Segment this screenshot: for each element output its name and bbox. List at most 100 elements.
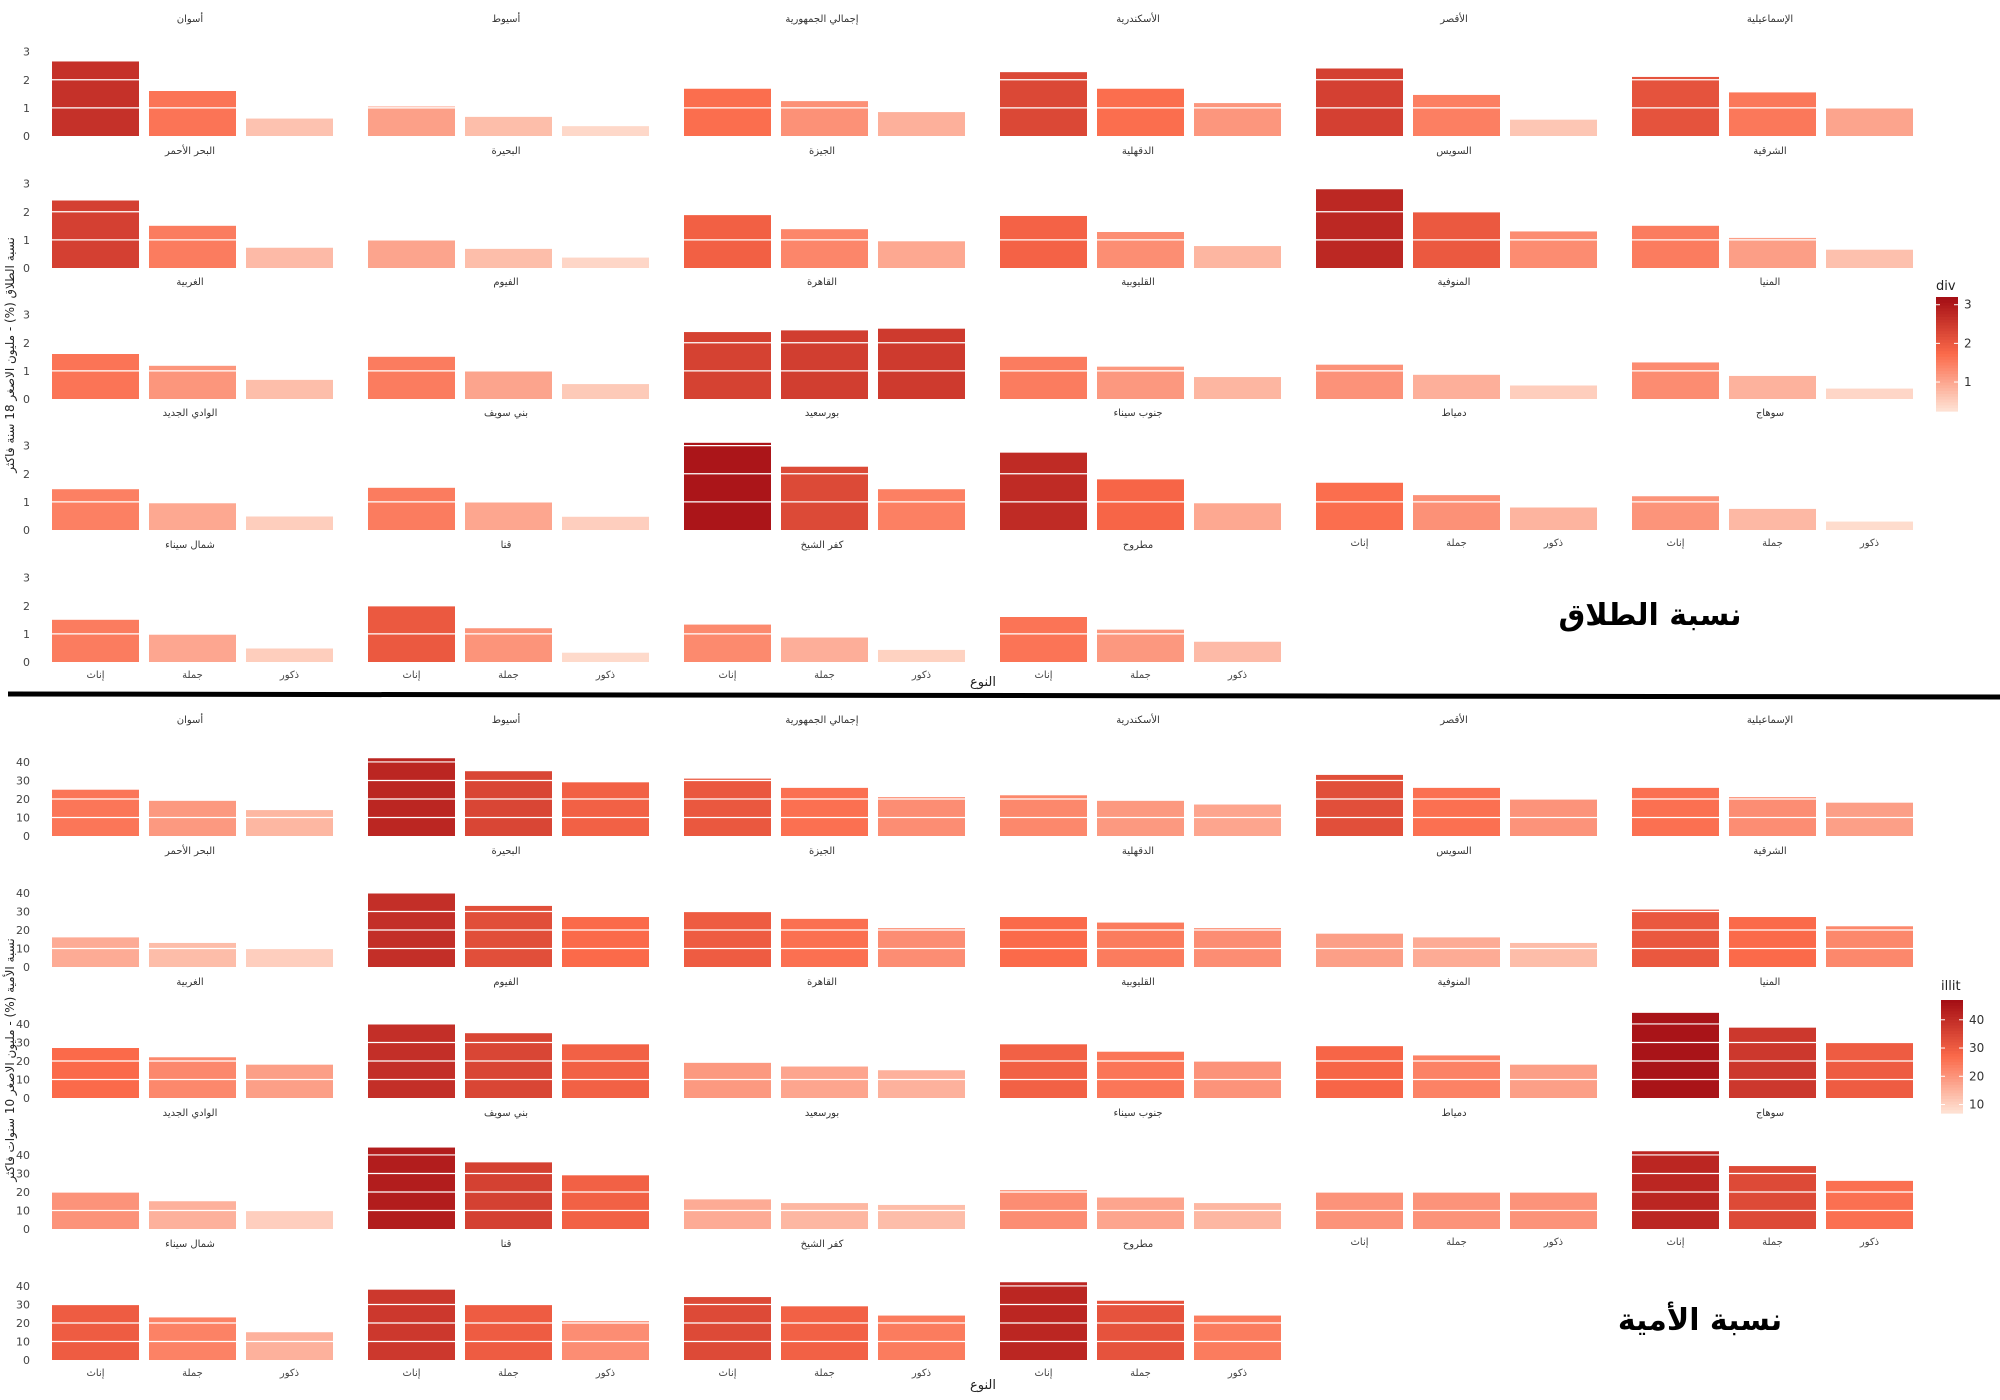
- facet-label: الغربية: [176, 277, 203, 288]
- y-tick-label: 3: [23, 572, 30, 585]
- y-tick-label: 0: [23, 1223, 30, 1236]
- facet-panel: البحر الأحمر 0 1 2 3: [23, 144, 340, 275]
- bar: [781, 1203, 868, 1229]
- legend-gradient-step: [1936, 362, 1958, 366]
- bar: [684, 1062, 771, 1098]
- y-tick-label: 40: [16, 1149, 30, 1162]
- bar: [1632, 225, 1719, 268]
- y-tick-label: 0: [23, 130, 30, 143]
- x-tick-label: جملة: [814, 1368, 835, 1379]
- section-divider: [7, 691, 2000, 700]
- facet-label: الدقهلية: [1122, 146, 1154, 157]
- x-tick-label: إناث: [86, 1368, 104, 1379]
- y-tick-label: 3: [23, 46, 30, 59]
- legend-gradient-step: [1936, 334, 1958, 338]
- facet-panel: السويس: [1304, 146, 1604, 268]
- facet-label: إجمالي الجمهورية: [785, 14, 858, 25]
- legend-gradient-step: [1941, 1028, 1963, 1032]
- legend-gradient-step: [1941, 1073, 1963, 1077]
- bar: [465, 771, 552, 836]
- y-tick-label: 20: [16, 1055, 30, 1068]
- y-tick-label: 0: [23, 1354, 30, 1367]
- bar: [1000, 1044, 1087, 1098]
- bar: [1000, 452, 1087, 530]
- bar: [465, 248, 552, 268]
- legend-gradient-step: [1936, 408, 1958, 412]
- legend-gradient-step: [1941, 1002, 1963, 1007]
- bar: [1000, 795, 1087, 836]
- legend-gradient-step: [1941, 1096, 1963, 1100]
- facet-label: شمال سيناء: [165, 1239, 215, 1250]
- facet-label: المنيا: [1760, 977, 1781, 988]
- bar: [1097, 800, 1184, 836]
- facet-panel: المنيا: [1620, 277, 1920, 399]
- bar: [1194, 1203, 1281, 1229]
- legend-gradient-step: [1936, 331, 1958, 335]
- bar: [562, 516, 649, 530]
- facet-label: الفيوم: [493, 977, 518, 988]
- facet-panel: جنوب سيناء: [988, 1108, 1288, 1229]
- legend-gradient-step: [1936, 316, 1958, 321]
- y-tick-label: 2: [23, 74, 30, 87]
- y-tick-label: 20: [16, 924, 30, 937]
- legend-gradient-step: [1941, 1056, 1963, 1060]
- bar: [1194, 804, 1281, 836]
- facet-label: مطروح: [1123, 1239, 1153, 1250]
- bar: [878, 1070, 965, 1098]
- legend-gradient-step: [1941, 1053, 1963, 1058]
- legend-gradient-step: [1941, 1005, 1963, 1010]
- facet-panel: بني سويف: [356, 1108, 656, 1229]
- bar: [1413, 374, 1500, 399]
- bar: [562, 1175, 649, 1229]
- bar: [684, 1199, 771, 1229]
- bar: [1826, 249, 1913, 268]
- bar: [684, 911, 771, 967]
- legend-gradient-step: [1936, 302, 1958, 307]
- bar: [1000, 617, 1087, 662]
- bar: [878, 928, 965, 967]
- facet-panel: الغربية 0 1 2 3: [23, 277, 340, 406]
- bar: [149, 942, 236, 967]
- facet-label: الغربية: [176, 977, 203, 988]
- x-axis-title: النوع: [970, 675, 996, 690]
- bar: [1413, 787, 1500, 836]
- bar: [781, 229, 868, 268]
- bar: [781, 918, 868, 967]
- bar: [1510, 507, 1597, 530]
- bar: [562, 1321, 649, 1360]
- legend-gradient-step: [1936, 319, 1958, 324]
- legend-gradient-step: [1936, 345, 1958, 349]
- legend-gradient-step: [1936, 371, 1958, 375]
- bar: [1826, 1042, 1913, 1098]
- legend-gradient-step: [1936, 356, 1958, 361]
- bar: [1413, 937, 1500, 967]
- illiteracy-rate-chart: أسوان 0 10 20 30 40 أسيوط إجمالي الجمهورية الأسك…: [2, 713, 1984, 1393]
- bar: [52, 200, 139, 268]
- bar: [878, 1315, 965, 1360]
- facet-panel: بني سويف: [356, 408, 656, 530]
- legend-gradient-step: [1941, 1079, 1963, 1083]
- legend-gradient-step: [1941, 1045, 1963, 1049]
- bar: [1632, 787, 1719, 836]
- bar: [684, 778, 771, 836]
- facet-panel: البحيرة: [356, 846, 656, 967]
- facet-panel: شمال سيناء 0 1 2 3 إناث جملة ذكور: [23, 540, 340, 681]
- y-axis-title: نسبة الطلاق (%) - مليون الاصغر 18 سنة فا…: [3, 237, 18, 474]
- bar: [1194, 503, 1281, 530]
- x-tick-label: جملة: [1762, 1237, 1783, 1248]
- bar: [1729, 1027, 1816, 1098]
- y-tick-label: 20: [16, 1317, 30, 1330]
- legend-gradient-step: [1941, 1059, 1963, 1063]
- facet-panel: البحر الأحمر 0 10 20 30 40: [16, 844, 340, 974]
- bar: [684, 442, 771, 530]
- bar: [1316, 68, 1403, 136]
- legend-gradient-step: [1941, 1090, 1963, 1094]
- legend-gradient-step: [1941, 1110, 1963, 1114]
- legend-gradient-step: [1941, 1062, 1963, 1066]
- y-tick-label: 30: [16, 1298, 30, 1311]
- bar: [1097, 232, 1184, 268]
- y-tick-label: 10: [16, 811, 30, 824]
- x-tick-label: جملة: [1130, 1368, 1151, 1379]
- bar: [149, 91, 236, 136]
- bar: [562, 782, 649, 836]
